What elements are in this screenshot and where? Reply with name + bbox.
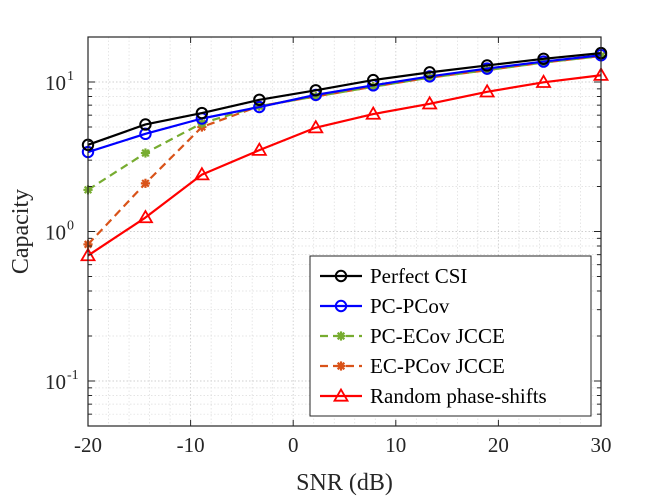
data-point-shape bbox=[195, 106, 209, 120]
data-point-shape bbox=[423, 70, 436, 83]
legend-marker-shape bbox=[332, 387, 350, 402]
data-point bbox=[479, 83, 496, 98]
legend-marker bbox=[334, 299, 348, 313]
data-point-shape bbox=[479, 83, 496, 98]
data-point bbox=[535, 74, 552, 88]
data-point bbox=[423, 70, 436, 83]
legend-label: PC-ECov JCCE bbox=[370, 324, 505, 348]
y-tick-label-base: 10 bbox=[45, 221, 66, 245]
legend-label: EC-PCov JCCE bbox=[370, 354, 505, 378]
x-tick-labels: -20 -10 0 10 20 30 bbox=[74, 433, 612, 457]
data-point-shape bbox=[535, 74, 552, 88]
series-line bbox=[87, 74, 602, 257]
legend-entry: Random phase-shifts bbox=[320, 384, 547, 408]
data-point bbox=[140, 148, 151, 158]
y-tick-label-exponent: 0 bbox=[67, 219, 74, 234]
data-point-shape bbox=[309, 84, 322, 97]
x-tick-label: -20 bbox=[74, 433, 102, 457]
y-tick-label-exponent: -1 bbox=[67, 368, 79, 383]
x-tick-label: 30 bbox=[591, 433, 612, 457]
series-perfect-csi bbox=[81, 46, 608, 152]
legend-marker bbox=[334, 269, 348, 283]
legend-marker-stroke bbox=[336, 361, 346, 371]
data-point-shape bbox=[537, 52, 550, 65]
data-point-shape bbox=[193, 166, 210, 181]
data-point-shape bbox=[139, 118, 152, 131]
legend-marker bbox=[336, 361, 346, 371]
data-point bbox=[140, 178, 151, 188]
data-point-stroke bbox=[141, 179, 150, 188]
legend-entry: PC-PCov bbox=[320, 294, 450, 318]
data-point bbox=[309, 84, 322, 97]
y-tick-label-exponent: 1 bbox=[67, 69, 74, 84]
axis-ticks bbox=[87, 37, 602, 426]
data-point bbox=[423, 66, 436, 79]
data-point bbox=[139, 127, 152, 141]
data-point bbox=[251, 141, 268, 156]
x-tick-label: 0 bbox=[288, 433, 299, 457]
x-tick-label: 10 bbox=[385, 433, 406, 457]
legend-entry: PC-ECov JCCE bbox=[320, 324, 505, 348]
data-point-shape bbox=[480, 59, 494, 72]
series-line bbox=[87, 55, 602, 246]
legend-label: PC-PCov bbox=[370, 294, 450, 318]
data-point bbox=[253, 100, 266, 114]
data-point bbox=[139, 118, 152, 131]
series-line bbox=[87, 52, 602, 146]
legend-entry: EC-PCov JCCE bbox=[320, 354, 505, 378]
data-point bbox=[195, 106, 209, 120]
data-point-shape bbox=[139, 127, 152, 141]
data-point-shape bbox=[137, 209, 154, 224]
data-point bbox=[307, 119, 324, 134]
data-point bbox=[421, 95, 438, 110]
legend-box bbox=[309, 255, 592, 417]
data-point bbox=[193, 166, 210, 181]
y-tick-label-base: 10 bbox=[45, 370, 66, 394]
x-tick-label: 20 bbox=[488, 433, 509, 457]
legend-label: Random phase-shifts bbox=[370, 384, 547, 408]
data-point bbox=[137, 209, 154, 224]
data-point-stroke bbox=[141, 148, 150, 158]
data-point-shape bbox=[421, 95, 438, 110]
series-line bbox=[87, 55, 602, 191]
legend-entry: Perfect CSI bbox=[320, 264, 467, 288]
series-line bbox=[87, 54, 602, 154]
data-point bbox=[367, 73, 380, 87]
data-point bbox=[480, 59, 494, 72]
legend-marker bbox=[332, 387, 350, 402]
legend-marker-shape bbox=[334, 269, 348, 283]
data-point-shape bbox=[367, 73, 380, 87]
legend-marker-stroke bbox=[336, 331, 346, 341]
data-point-shape bbox=[253, 100, 266, 114]
data-point-shape bbox=[251, 141, 268, 156]
data-point-shape bbox=[307, 119, 324, 134]
y-axis-label: Capacity bbox=[8, 189, 34, 274]
x-tick-label: -10 bbox=[177, 433, 205, 457]
y-tick-label-base: 10 bbox=[45, 71, 66, 95]
data-point bbox=[253, 93, 266, 107]
legend-label: Perfect CSI bbox=[370, 264, 467, 288]
data-point-shape bbox=[423, 66, 436, 79]
data-point-shape bbox=[253, 93, 266, 107]
data-point bbox=[537, 52, 550, 65]
data-point-shape bbox=[365, 105, 382, 120]
x-axis-label: SNR (dB) bbox=[296, 470, 393, 496]
legend-marker-shape bbox=[334, 299, 348, 313]
legend-marker bbox=[336, 331, 346, 341]
legend: Perfect CSI PC-PCov PC-ECov JCCE EC-PCov JC… bbox=[309, 255, 592, 417]
data-point bbox=[365, 105, 382, 120]
